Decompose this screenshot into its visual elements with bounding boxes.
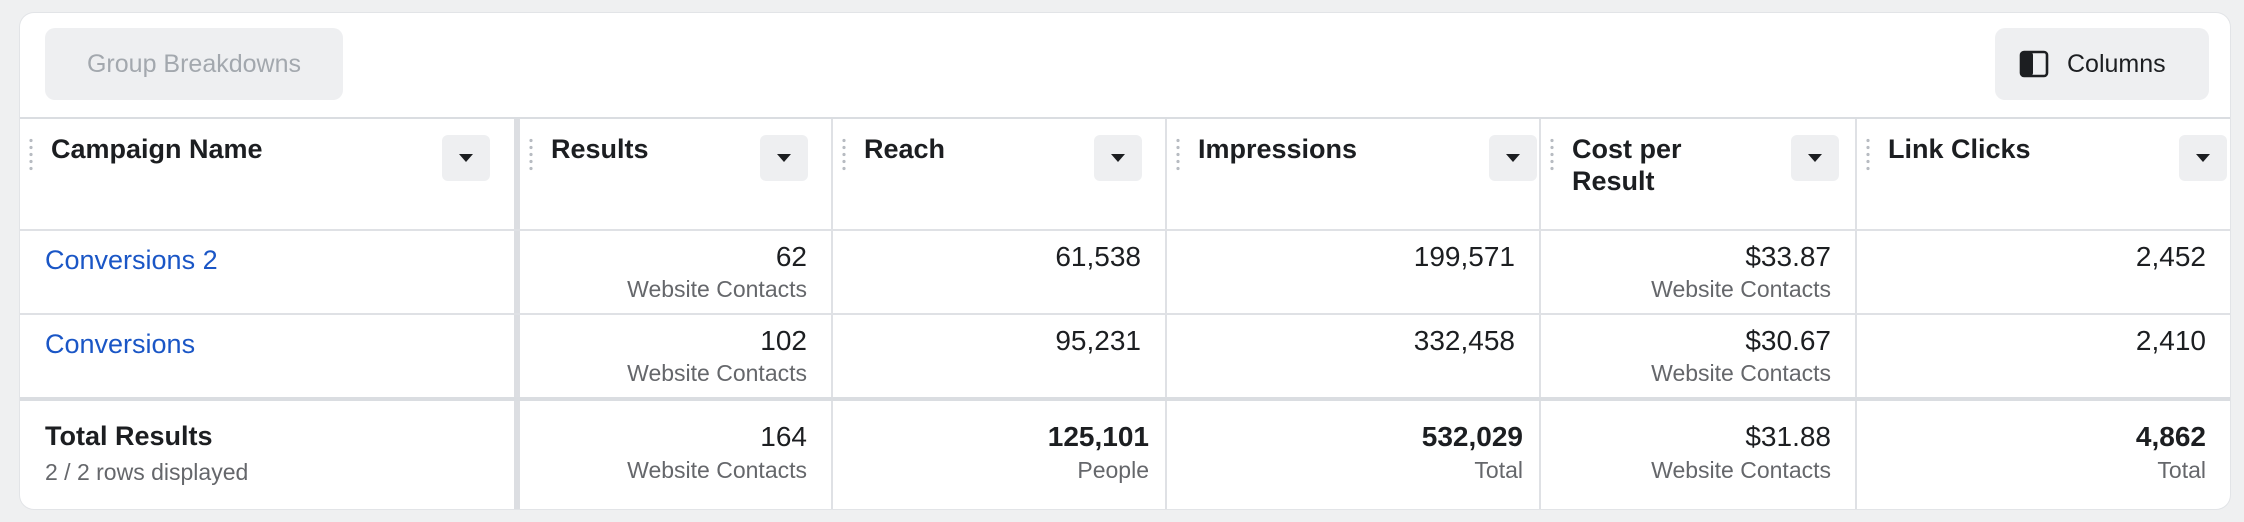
reach-cell: 61,538 — [833, 231, 1165, 313]
header-label: Reach — [864, 134, 946, 164]
header-label-line: Result — [1572, 166, 1655, 196]
sort-dropdown-button[interactable] — [1094, 135, 1142, 181]
totals-title: Total Results — [45, 421, 213, 451]
total-cost-cell: $31.88 Website Contacts — [1541, 401, 1855, 509]
total-cost-type: Website Contacts — [1651, 457, 1831, 483]
cost-value: $33.87 — [1745, 241, 1831, 272]
total-results-type: Website Contacts — [627, 457, 807, 483]
header-results[interactable]: Results — [520, 119, 831, 229]
total-reach-value: 125,101 — [1047, 421, 1149, 452]
impressions-value: 199,571 — [1413, 241, 1515, 272]
group-breakdowns-label: Group Breakdowns — [86, 49, 301, 78]
cost-cell: $30.67 Website Contacts — [1541, 315, 1855, 397]
header-label-line: Cost per — [1572, 134, 1682, 164]
sort-dropdown-button[interactable] — [1791, 135, 1839, 181]
results-value: 62 — [775, 241, 807, 272]
header-campaign-name[interactable]: Campaign Name — [20, 119, 514, 229]
clicks-cell: 2,410 — [1857, 315, 2230, 397]
header-label: Cost per Result — [1572, 133, 1682, 197]
rows-displayed-count: 2 / 2 rows displayed — [45, 459, 249, 485]
cost-value: $30.67 — [1745, 325, 1831, 356]
impressions-cell: 199,571 — [1167, 231, 1539, 313]
drag-handle-icon[interactable] — [29, 137, 33, 171]
cost-type: Website Contacts — [1651, 360, 1831, 386]
total-reach-cell: 125,101 People — [833, 401, 1165, 509]
sort-dropdown-button[interactable] — [1489, 135, 1537, 181]
reach-cell: 95,231 — [833, 315, 1165, 397]
table-toolbar: Group Breakdowns Columns — [20, 13, 2230, 117]
sort-dropdown-button[interactable] — [2179, 135, 2227, 181]
campaign-cell: Conversions 2 — [20, 231, 514, 313]
clicks-value: 2,452 — [2135, 241, 2206, 272]
drag-handle-icon[interactable] — [842, 137, 846, 171]
header-link-clicks[interactable]: Link Clicks — [1857, 119, 2230, 229]
sort-dropdown-button[interactable] — [760, 135, 808, 181]
caret-down-icon — [1808, 154, 1822, 162]
campaign-cell: Conversions — [20, 315, 514, 397]
header-label: Campaign Name — [51, 134, 263, 164]
results-type: Website Contacts — [627, 276, 807, 302]
campaign-table: Campaign Name Results Reach — [20, 117, 2230, 509]
results-type: Website Contacts — [627, 360, 807, 386]
columns-button[interactable]: Columns — [1995, 28, 2209, 100]
drag-handle-icon[interactable] — [1176, 137, 1180, 171]
total-reach-type: People — [1077, 457, 1149, 483]
table-row: Conversions 2 62 Website Contacts 61,538… — [20, 231, 2230, 315]
reach-value: 95,231 — [1055, 325, 1141, 356]
header-label: Impressions — [1198, 134, 1358, 164]
results-value: 102 — [760, 325, 807, 356]
campaign-name-link[interactable]: Conversions 2 — [45, 245, 218, 275]
header-label: Link Clicks — [1888, 134, 2031, 164]
clicks-cell: 2,452 — [1857, 231, 2230, 313]
clicks-value: 2,410 — [2135, 325, 2206, 356]
total-results-cell: 164 Website Contacts — [520, 401, 831, 509]
totals-row: Total Results 2 / 2 rows displayed 164 W… — [20, 401, 2230, 509]
sort-dropdown-button[interactable] — [442, 135, 490, 181]
header-reach[interactable]: Reach — [833, 119, 1165, 229]
total-clicks-value: 4,862 — [2135, 421, 2206, 452]
group-breakdowns-button[interactable]: Group Breakdowns — [45, 28, 343, 100]
total-impressions-type: Total — [1474, 457, 1523, 483]
columns-icon — [2019, 49, 2049, 79]
caret-down-icon — [777, 154, 791, 162]
total-cost-value: $31.88 — [1745, 421, 1831, 452]
caret-down-icon — [1111, 154, 1125, 162]
cost-type: Website Contacts — [1651, 276, 1831, 302]
drag-handle-icon[interactable] — [1866, 137, 1870, 171]
impressions-cell: 332,458 — [1167, 315, 1539, 397]
caret-down-icon — [459, 154, 473, 162]
total-results-value: 164 — [760, 421, 807, 452]
ads-table-card: Group Breakdowns Columns Campaign Name — [20, 13, 2230, 509]
total-impressions-value: 532,029 — [1421, 421, 1523, 452]
cost-cell: $33.87 Website Contacts — [1541, 231, 1855, 313]
total-clicks-type: Total — [2157, 457, 2206, 483]
totals-label-cell: Total Results 2 / 2 rows displayed — [20, 401, 514, 509]
total-impressions-cell: 532,029 Total — [1167, 401, 1539, 509]
impressions-value: 332,458 — [1413, 325, 1515, 356]
header-impressions[interactable]: Impressions — [1167, 119, 1539, 229]
table-header-row: Campaign Name Results Reach — [20, 119, 2230, 231]
header-label: Results — [551, 134, 649, 164]
drag-handle-icon[interactable] — [529, 137, 533, 171]
caret-down-icon — [1506, 154, 1520, 162]
results-cell: 102 Website Contacts — [520, 315, 831, 397]
total-clicks-cell: 4,862 Total — [1857, 401, 2230, 509]
columns-label: Columns — [2067, 49, 2166, 78]
header-cost-per-result[interactable]: Cost per Result — [1541, 119, 1855, 229]
caret-down-icon — [2196, 154, 2210, 162]
campaign-name-link[interactable]: Conversions — [45, 329, 196, 359]
results-cell: 62 Website Contacts — [520, 231, 831, 313]
drag-handle-icon[interactable] — [1550, 137, 1554, 171]
table-row: Conversions 102 Website Contacts 95,231 … — [20, 315, 2230, 401]
reach-value: 61,538 — [1055, 241, 1141, 272]
